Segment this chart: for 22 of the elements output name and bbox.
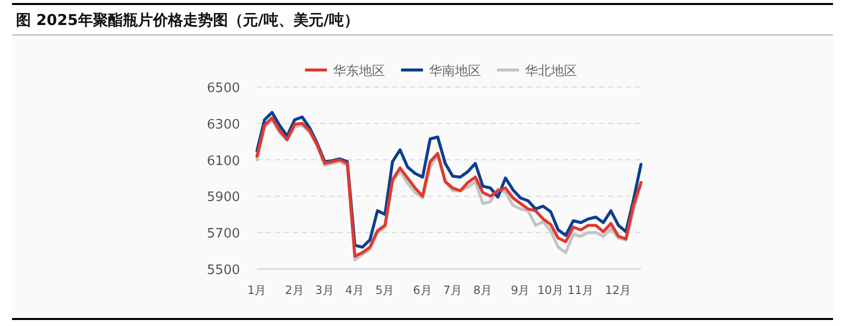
x-tick-label: 7月	[443, 283, 462, 297]
y-tick-label: 5500	[206, 263, 240, 278]
x-tick-label: 10月	[537, 283, 564, 297]
x-tick-label: 11月	[567, 283, 594, 297]
x-tick-label: 3月	[315, 283, 334, 297]
chart-title: 图 2025年聚酯瓶片价格走势图（元/吨、美元/吨）	[16, 11, 359, 29]
x-tick-label: 12月	[605, 283, 632, 297]
legend-label: 华北地区	[525, 64, 577, 79]
y-tick-label: 6300	[206, 117, 240, 132]
y-tick-label: 5900	[206, 190, 240, 206]
x-tick-label: 6月	[412, 283, 432, 297]
y-tick-label: 6100	[206, 154, 240, 169]
y-tick-label: 6500	[206, 81, 240, 96]
x-tick-label: 4月	[345, 283, 365, 297]
x-tick-label: 9月	[510, 283, 530, 297]
x-tick-label: 2月	[284, 283, 304, 297]
legend-label: 华南地区	[429, 64, 481, 79]
y-tick-label: 5700	[206, 226, 240, 242]
x-tick-label: 5月	[375, 283, 395, 297]
x-tick-label: 8月	[473, 283, 493, 297]
legend-label: 华东地区	[333, 64, 385, 79]
x-tick-label: 1月	[247, 283, 267, 297]
